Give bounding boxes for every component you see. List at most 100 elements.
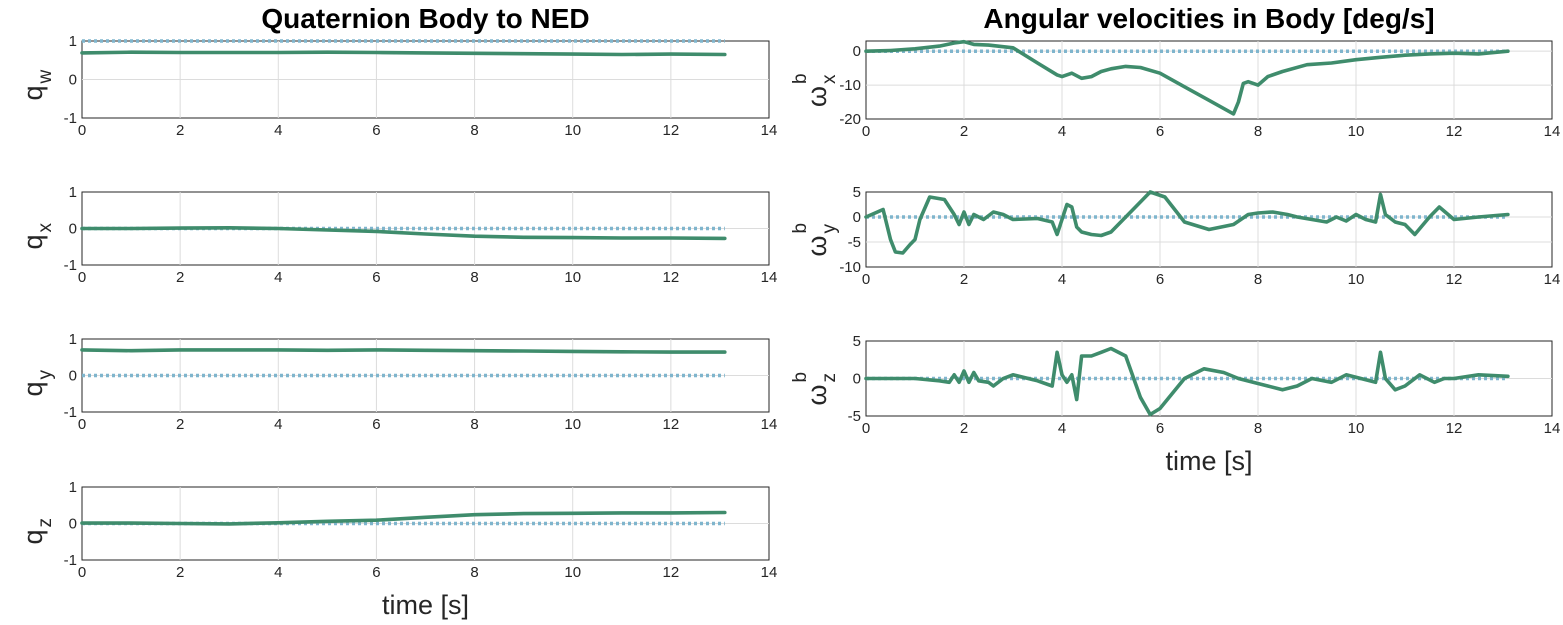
y-tick-label-qy-0: -1 <box>64 404 77 421</box>
x-tick-label-wz-0: 0 <box>862 420 870 437</box>
x-tick-label-qw-5: 10 <box>564 122 581 139</box>
x-tick-label-qz-2: 4 <box>274 564 282 581</box>
x-tick-label-qx-1: 2 <box>176 269 184 286</box>
x-tick-label-qz-3: 6 <box>372 564 380 581</box>
x-tick-label-qx-7: 14 <box>761 269 778 286</box>
measured-line-wy <box>864 190 1510 255</box>
y-label-sub-wx: x <box>819 74 840 84</box>
y-tick-label-wx-1: -10 <box>839 77 861 94</box>
x-tick-label-wx-3: 6 <box>1156 123 1164 140</box>
y-axis-label-wz: ωzb <box>790 372 840 406</box>
x-tick-label-qw-6: 12 <box>663 122 680 139</box>
x-tick-label-wy-3: 6 <box>1156 271 1164 288</box>
y-label-sub-qw: w <box>35 70 56 85</box>
x-tick-label-wy-6: 12 <box>1446 271 1463 288</box>
x-tick-label-qy-3: 6 <box>372 416 380 433</box>
y-tick-label-wz-0: -5 <box>848 408 861 425</box>
y-label-sup-wz: b <box>790 372 811 383</box>
x-tick-label-wx-5: 10 <box>1348 123 1365 140</box>
x-tick-label-qz-0: 0 <box>78 564 86 581</box>
x-tick-label-qw-2: 4 <box>274 122 282 139</box>
measured-line-qy <box>80 348 727 354</box>
x-tick-label-wz-3: 6 <box>1156 420 1164 437</box>
x-tick-label-qy-6: 12 <box>663 416 680 433</box>
x-tick-label-qy-7: 14 <box>761 416 778 433</box>
x-tick-label-wz-1: 2 <box>960 420 968 437</box>
y-label-sup-wx: b <box>790 73 811 84</box>
y-tick-label-qw-1: 0 <box>69 72 77 89</box>
y-tick-label-wy-1: -5 <box>848 234 861 251</box>
x-tick-label-qw-1: 2 <box>176 122 184 139</box>
x-tick-label-qz-1: 2 <box>176 564 184 581</box>
y-tick-label-wy-3: 5 <box>853 184 861 201</box>
y-axis-label-wx: ωxb <box>790 73 840 107</box>
y-tick-label-wy-0: -10 <box>839 259 861 276</box>
x-tick-label-qy-1: 2 <box>176 416 184 433</box>
x-tick-label-wy-7: 14 <box>1544 271 1561 288</box>
x-tick-label-wx-6: 12 <box>1446 123 1463 140</box>
y-tick-label-qw-2: 1 <box>69 33 77 50</box>
x-tick-label-qy-4: 8 <box>470 416 478 433</box>
y-tick-label-qy-1: 0 <box>69 368 77 385</box>
x-tick-label-wz-7: 14 <box>1544 420 1561 437</box>
x-tick-label-qy-5: 10 <box>564 416 581 433</box>
y-tick-label-wy-2: 0 <box>853 209 861 226</box>
y-tick-label-qx-2: 1 <box>69 184 77 201</box>
measured-line-qz <box>80 510 727 526</box>
y-label-main-qz: q <box>18 530 48 545</box>
x-tick-label-wx-4: 8 <box>1254 123 1262 140</box>
x-tick-label-wz-5: 10 <box>1348 420 1365 437</box>
panel-wx: 0 2 4 6 8 10 12 14 -20 -10 0 ωxb Angular velocities … <box>790 3 1560 140</box>
y-tick-label-qz-2: 1 <box>69 479 77 496</box>
x-tick-label-qz-5: 10 <box>564 564 581 581</box>
y-label-sub-wy: y <box>819 224 840 234</box>
x-tick-label-qy-2: 4 <box>274 416 282 433</box>
y-axis-label-qz: qz <box>18 518 56 545</box>
chart-title-wx: Angular velocities in Body [deg/s] <box>983 3 1434 34</box>
y-label-main-qw: q <box>18 86 48 101</box>
x-tick-label-qz-6: 12 <box>663 564 680 581</box>
y-label-main-qx: q <box>18 235 48 250</box>
x-tick-label-qx-0: 0 <box>78 269 86 286</box>
x-tick-label-qw-7: 14 <box>761 122 778 139</box>
y-tick-label-qx-0: -1 <box>64 257 77 274</box>
x-axis-label-qz: time [s] <box>382 590 469 620</box>
x-tick-label-wy-5: 10 <box>1348 271 1365 288</box>
measured-line-qw <box>80 50 727 57</box>
x-axis-label-wz: time [s] <box>1165 446 1252 476</box>
y-tick-label-qz-1: 0 <box>69 516 77 533</box>
y-axis-label-qy: qy <box>18 370 56 397</box>
x-tick-label-qx-2: 4 <box>274 269 282 286</box>
x-tick-label-qx-3: 6 <box>372 269 380 286</box>
x-tick-label-wx-0: 0 <box>862 123 870 140</box>
measured-line-wx <box>864 39 1510 116</box>
x-tick-label-wz-2: 4 <box>1058 420 1066 437</box>
y-tick-label-qw-0: -1 <box>64 110 77 127</box>
x-tick-label-wy-4: 8 <box>1254 271 1262 288</box>
y-tick-label-wz-1: 0 <box>853 371 861 388</box>
x-tick-label-wx-1: 2 <box>960 123 968 140</box>
y-label-sub-qy: y <box>35 370 56 380</box>
x-tick-label-qw-3: 6 <box>372 122 380 139</box>
x-tick-label-wy-2: 4 <box>1058 271 1066 288</box>
x-tick-label-qz-7: 14 <box>761 564 778 581</box>
x-tick-label-qx-5: 10 <box>564 269 581 286</box>
x-tick-label-wy-1: 2 <box>960 271 968 288</box>
x-tick-label-qw-4: 8 <box>470 122 478 139</box>
y-tick-label-wx-0: -20 <box>839 111 861 128</box>
y-tick-label-qx-1: 0 <box>69 221 77 238</box>
x-tick-label-qz-4: 8 <box>470 564 478 581</box>
y-label-sup-wy: b <box>790 223 811 234</box>
y-label-main-wx: ω <box>802 86 832 107</box>
x-tick-label-wz-6: 12 <box>1446 420 1463 437</box>
measured-line-wz <box>864 346 1510 417</box>
y-label-main-wy: ω <box>802 236 832 257</box>
x-tick-label-wz-4: 8 <box>1254 420 1262 437</box>
x-tick-label-wx-2: 4 <box>1058 123 1066 140</box>
y-label-sub-qz: z <box>35 518 56 528</box>
